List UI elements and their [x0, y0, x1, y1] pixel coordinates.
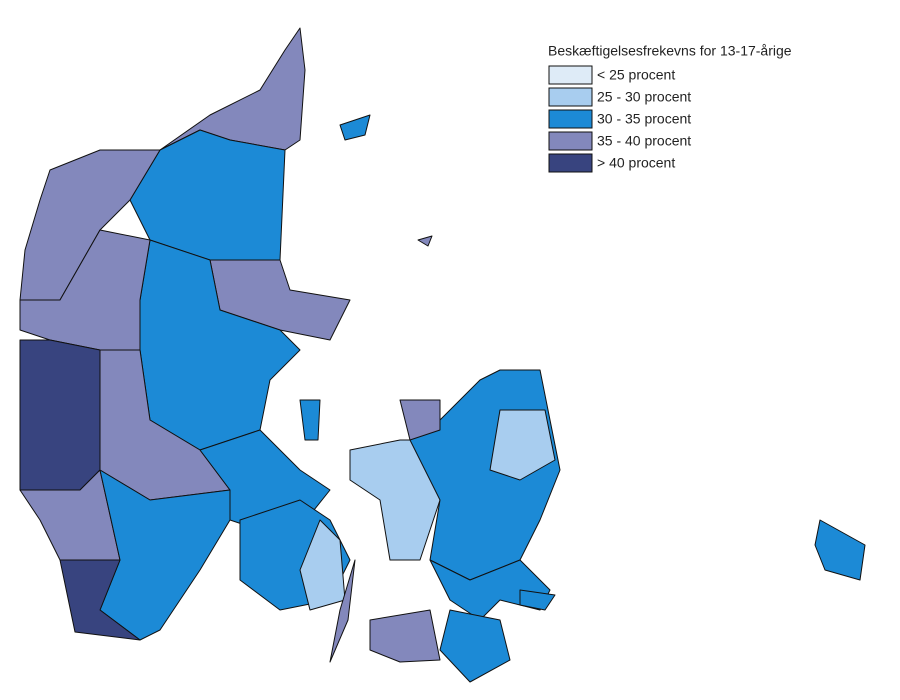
legend-swatch: [548, 65, 593, 85]
legend-label: 30 - 35 procent: [597, 111, 691, 127]
municipality-region: [814, 519, 866, 581]
legend-label: 35 - 40 procent: [597, 133, 691, 149]
municipality-region: [519, 589, 556, 611]
legend-label: < 25 procent: [597, 67, 675, 83]
municipality-region: [299, 399, 321, 441]
legend-swatch: [548, 131, 593, 151]
municipality-region: [19, 339, 101, 491]
municipality-region: [329, 559, 356, 663]
municipality-region: [489, 409, 556, 481]
legend-swatch: [548, 87, 593, 107]
municipality-region: [339, 114, 371, 141]
legend-label: 25 - 30 procent: [597, 89, 691, 105]
denmark-map: [19, 27, 866, 683]
municipality-region: [159, 27, 306, 151]
legend-swatch: [548, 153, 593, 173]
legend: < 25 procent 25 - 30 procent 30 - 35 proce…: [548, 65, 691, 173]
legend-label: > 40 procent: [597, 155, 675, 171]
municipality-region: [299, 519, 346, 611]
legend-swatch: [548, 109, 593, 129]
municipality-region: [417, 235, 433, 247]
legend-title: Beskæftigelsesfrekevns for 13-17-årige: [548, 43, 792, 59]
municipality-region: [399, 399, 441, 441]
municipality-region: [439, 609, 511, 683]
municipality-region: [59, 559, 141, 641]
municipality-region: [369, 609, 441, 663]
